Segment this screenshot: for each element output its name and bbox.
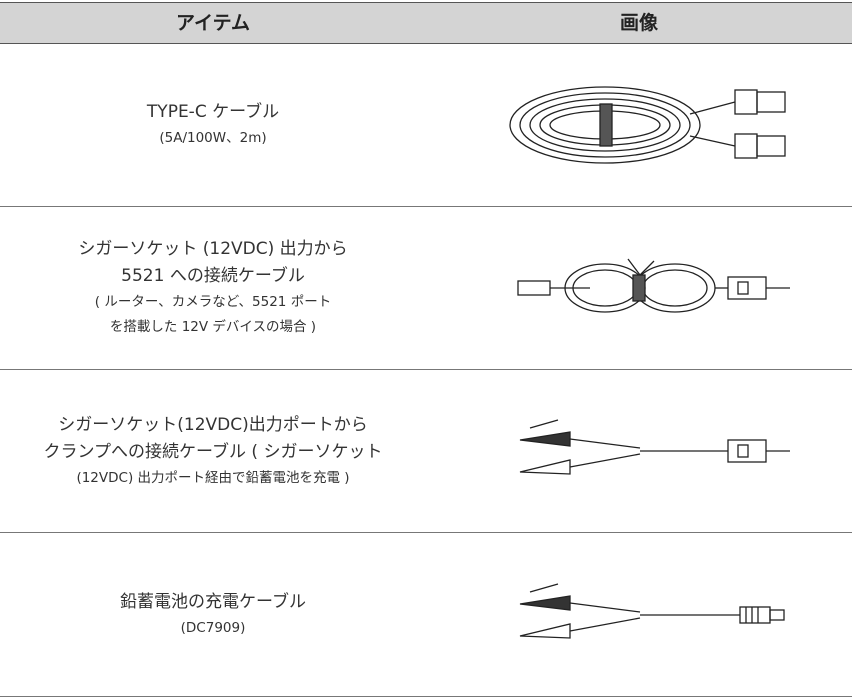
item-cell: TYPE-C ケーブル (5A/100W、2m) [0,44,426,206]
item-name: 5521 への接続ケーブル [121,266,305,286]
item-name: シガーソケット (12VDC) 出力から [78,239,348,259]
item-name: シガーソケット(12VDC)出力ポートから [58,414,368,435]
item-name: TYPE-C ケーブル [146,102,280,122]
item-note: (12VDC) 出力ポート経由で鉛蓄電池を充電 ) [76,469,350,486]
item-cell: シガーソケット(12VDC)出力ポートから クランプへの接続ケーブル ( シガー… [0,370,426,532]
item-note: (5A/100W、2m) [159,130,267,146]
header-cell: 画像 [619,12,658,34]
cable-image [519,419,790,475]
cable-image [519,583,785,639]
item-note: ( ルーター、カメラなど、5521 ポート [94,294,332,310]
table-row: TYPE-C ケーブル (5A/100W、2m) [0,44,852,207]
table-row: シガーソケット (12VDC) 出力から 5521 への接続ケーブル ( ルータ… [0,207,852,370]
item-name: 鉛蓄電池の充電ケーブル [120,592,306,612]
item-cell: 鉛蓄電池の充電ケーブル (DC7909) [0,534,426,696]
item-note: を搭載した 12V デバイスの場合 ) [109,319,317,335]
header-cell: アイテム [175,12,251,34]
item-name: クランプへの接続ケーブル ( シガーソケット [43,441,383,462]
table-row: シガーソケット(12VDC)出力ポートから クランプへの接続ケーブル ( シガー… [0,370,852,533]
cable-image [517,258,790,313]
item-cell: シガーソケット (12VDC) 出力から 5521 への接続ケーブル ( ルータ… [0,207,426,369]
item-note: (DC7909) [180,620,246,636]
table-header: アイテム 画像 [0,2,852,44]
cable-image [509,86,786,164]
table-row: 鉛蓄電池の充電ケーブル (DC7909) [0,534,852,697]
